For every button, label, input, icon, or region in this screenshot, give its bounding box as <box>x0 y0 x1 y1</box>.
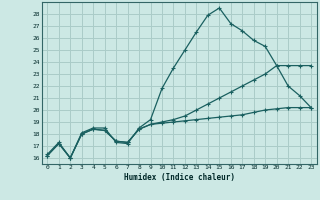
X-axis label: Humidex (Indice chaleur): Humidex (Indice chaleur) <box>124 173 235 182</box>
